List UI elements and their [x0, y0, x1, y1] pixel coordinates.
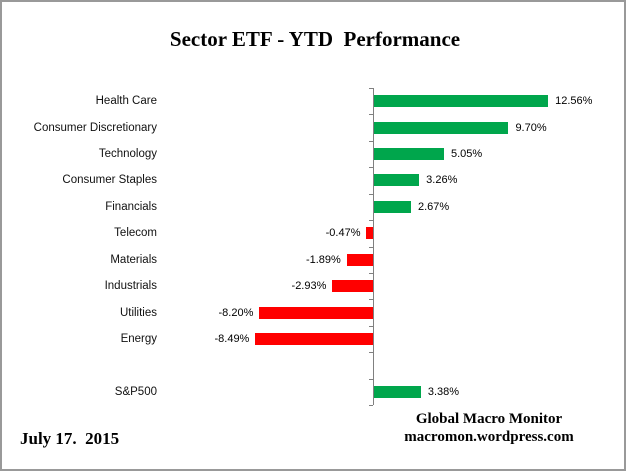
category-label: Utilities [119, 306, 157, 319]
value-label: -2.93% [291, 280, 327, 293]
bar [374, 148, 444, 161]
value-label: 2.67% [418, 200, 450, 213]
footer-brand-url: macromon.wordpress.com [404, 429, 574, 445]
value-label: 9.70% [515, 121, 547, 134]
category-label: Materials [110, 253, 157, 266]
category-label: S&P500 [114, 385, 157, 398]
axis-tick [369, 114, 373, 116]
bar [374, 174, 420, 187]
value-label: 3.26% [426, 174, 458, 187]
category-label: Consumer Discretionary [33, 121, 157, 134]
category-label: Health Care [95, 95, 157, 108]
bar [259, 306, 373, 319]
axis-tick [369, 352, 373, 354]
value-label: 5.05% [450, 148, 483, 161]
value-label: 3.38% [427, 385, 460, 398]
axis-tick [369, 246, 373, 248]
chart-title: Sector ETF - YTD Performance [169, 27, 461, 51]
axis-tick [369, 272, 373, 274]
value-label: -1.89% [305, 253, 341, 266]
axis-tick [369, 88, 373, 89]
axis-tick [369, 405, 373, 406]
category-label: Financials [105, 200, 157, 213]
value-label: -0.47% [325, 227, 361, 240]
axis-tick [369, 167, 373, 169]
value-label: 12.56% [555, 95, 593, 108]
value-label: -8.20% [218, 306, 254, 319]
category-label: Energy [120, 332, 157, 345]
value-axis [373, 88, 374, 405]
axis-tick [369, 140, 373, 142]
bar [366, 227, 373, 240]
category-label: Telecom [114, 227, 157, 240]
category-label: Industrials [104, 280, 157, 293]
bar [374, 95, 549, 108]
bar [332, 280, 373, 293]
axis-tick [369, 325, 373, 327]
footer-brand: Global Macro Monitor macromon.wordpress.… [379, 410, 599, 446]
axis-tick [369, 378, 373, 380]
category-label: Technology [98, 148, 157, 161]
axis-tick [369, 193, 373, 195]
value-label: -8.49% [214, 332, 250, 345]
bar [374, 121, 509, 134]
bar [255, 332, 373, 345]
bar [374, 385, 421, 398]
category-label: Consumer Staples [62, 174, 157, 187]
footer-date: July 17. 2015 [20, 429, 120, 448]
axis-tick [369, 220, 373, 222]
bar [374, 200, 411, 213]
bar [346, 253, 373, 266]
footer-brand-name: Global Macro Monitor [415, 411, 563, 427]
axis-tick [369, 299, 373, 301]
